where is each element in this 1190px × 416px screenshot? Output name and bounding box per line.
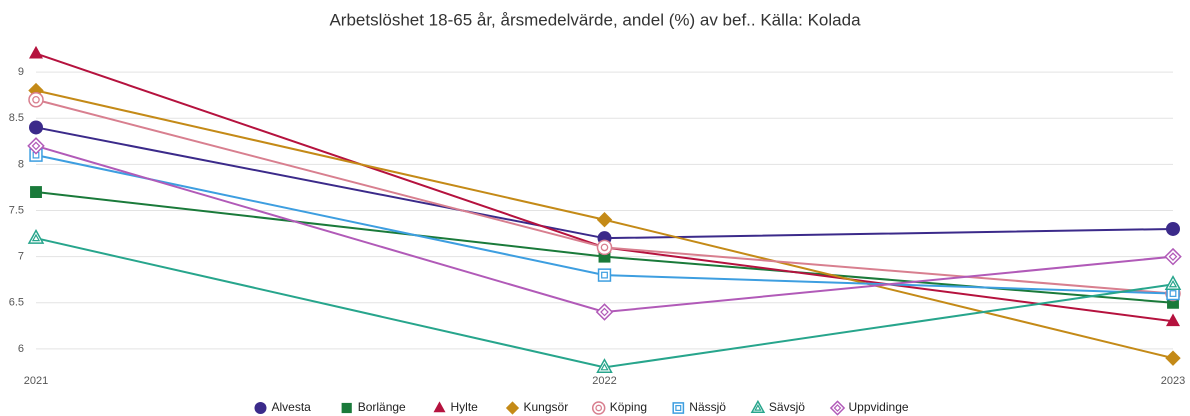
marker [591,401,606,415]
y-tick-label: 8.5 [9,112,24,124]
marker [28,92,44,108]
marker [505,401,520,415]
y-tick-label: 9 [18,66,24,78]
marker-inner [601,271,608,279]
marker [1167,296,1179,309]
marker [27,228,45,244]
marker-shape [595,303,614,321]
marker [1164,275,1182,290]
legend-label: Sävsjö [769,400,805,414]
marker-shape [1167,296,1179,309]
marker-shape [591,401,606,415]
marker [27,137,45,155]
marker-shape [596,239,613,256]
marker-shape [29,120,43,135]
marker-shape [433,401,446,413]
marker-shape [597,268,612,282]
legend-label: Alvesta [272,400,312,414]
marker-inner [1168,279,1178,288]
marker-inner [1169,290,1177,297]
marker-shape [672,402,685,414]
marker-shape [596,212,613,228]
legend-label: Kungsör [524,400,569,414]
marker-shape [596,358,613,374]
marker [254,402,267,414]
marker-shape [254,402,267,414]
legend-label: Köping [610,400,647,414]
marker-shape [505,401,520,415]
marker-inner [1168,252,1178,261]
marker-inner [31,233,41,242]
y-tick-label: 6.5 [9,297,24,309]
x-tick-label: 2023 [1161,375,1185,387]
marker-inner [600,243,609,252]
marker-shape [1165,350,1181,366]
marker [29,45,43,59]
legend-label: Hylte [451,400,479,414]
marker-inner [754,404,762,411]
marker [596,358,613,374]
chart-title: Arbetslöshet 18-65 år, årsmedelvärde, an… [329,10,861,29]
y-tick-label: 7.5 [9,204,24,216]
legend-label: Uppvidinge [849,400,909,414]
marker [598,250,611,263]
marker [341,402,352,414]
marker [1166,221,1180,236]
marker [596,212,613,228]
marker-shape [341,402,352,414]
marker [597,268,612,282]
marker-inner [595,404,603,412]
marker [30,186,42,198]
marker-shape [1164,247,1182,266]
marker-shape [27,137,45,155]
marker-shape [29,45,43,59]
marker [1165,350,1181,366]
marker-shape [1166,313,1180,327]
marker [1164,247,1182,266]
marker-inner [600,363,609,371]
marker-shape [1164,275,1182,290]
marker-inner [31,141,41,151]
marker [596,239,613,256]
marker-inner [675,405,682,412]
marker [29,120,43,135]
y-tick-label: 6 [18,343,24,355]
x-tick-label: 2021 [24,375,48,387]
marker-inner [833,404,842,412]
y-tick-label: 8 [18,158,24,170]
marker [750,399,766,413]
marker-shape [829,400,846,416]
legend-label: Borlänge [358,400,406,414]
marker [1166,313,1180,327]
marker-shape [27,228,45,244]
marker [595,303,614,321]
marker [672,402,685,414]
marker-shape [598,250,611,263]
marker-shape [28,92,44,108]
marker [829,400,846,416]
y-tick-label: 7 [18,251,24,263]
marker-inner [600,307,609,317]
marker-shape [30,186,42,198]
marker [433,401,446,413]
legend-label: Nässjö [689,400,726,414]
marker-inner [32,95,40,104]
x-tick-label: 2022 [592,375,616,387]
marker-shape [1166,221,1180,236]
